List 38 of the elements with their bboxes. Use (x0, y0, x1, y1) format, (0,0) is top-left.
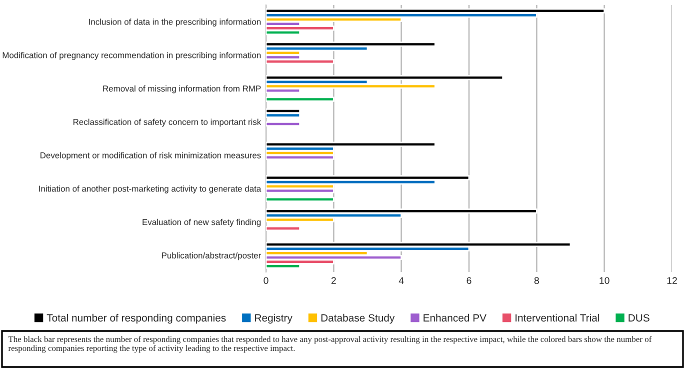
y-tick-label: Initiation of another post-marketing activity to generate data (39, 185, 262, 194)
y-tick-label: Modification of pregnancy recommendation in prescribing information (2, 52, 261, 60)
bar (266, 254, 402, 260)
x-tick-label: 12 (667, 277, 677, 284)
x-tick-label: 4 (398, 277, 404, 284)
x-tick-label: 6 (466, 277, 472, 284)
legend-label: Interventional Trial (516, 314, 600, 322)
bar (266, 84, 436, 89)
bar (266, 112, 301, 118)
bar (266, 226, 301, 231)
bar (266, 142, 436, 147)
x-tick-label: 10 (600, 277, 610, 284)
x-tick-label: 8 (534, 277, 539, 284)
bar (266, 208, 538, 214)
text: The black bar represents the number of responding companies that responded to have any post-approval activity resulting in the respective impact, while the colored bars show the number of responding companies reporting the type of activity leading to the respective impact. (8, 336, 652, 353)
bar (266, 188, 334, 194)
bar (266, 154, 334, 160)
x-tick-label: 0 (264, 277, 268, 284)
legend-label: Total number of responding companies (46, 314, 226, 324)
bar (266, 26, 334, 31)
y-tick-label: Publication/abstract/poster (162, 252, 262, 260)
bar (266, 42, 436, 47)
y-tick-label: Evaluation of new safety finding (142, 218, 261, 227)
bar (266, 121, 301, 127)
legend-label: DUS (628, 314, 650, 322)
y-tick-label: Inclusion of data in the prescribing information (89, 18, 261, 27)
bar (266, 196, 334, 202)
bar (266, 96, 334, 102)
y-tick-label: Removal of missing information from RMP (103, 85, 261, 94)
legend-label: Database Study (321, 314, 395, 324)
y-tick-label: Reclassification of safety concern to important risk (73, 118, 262, 127)
y-tick-label: Development or modification of risk minimization measures (40, 152, 261, 160)
x-tick-label: 2 (331, 277, 336, 284)
bar (266, 175, 470, 180)
bar (266, 75, 504, 80)
bar (266, 242, 572, 248)
legend-label: Registry (255, 314, 292, 324)
legend-label: Enhanced PV (424, 314, 486, 322)
